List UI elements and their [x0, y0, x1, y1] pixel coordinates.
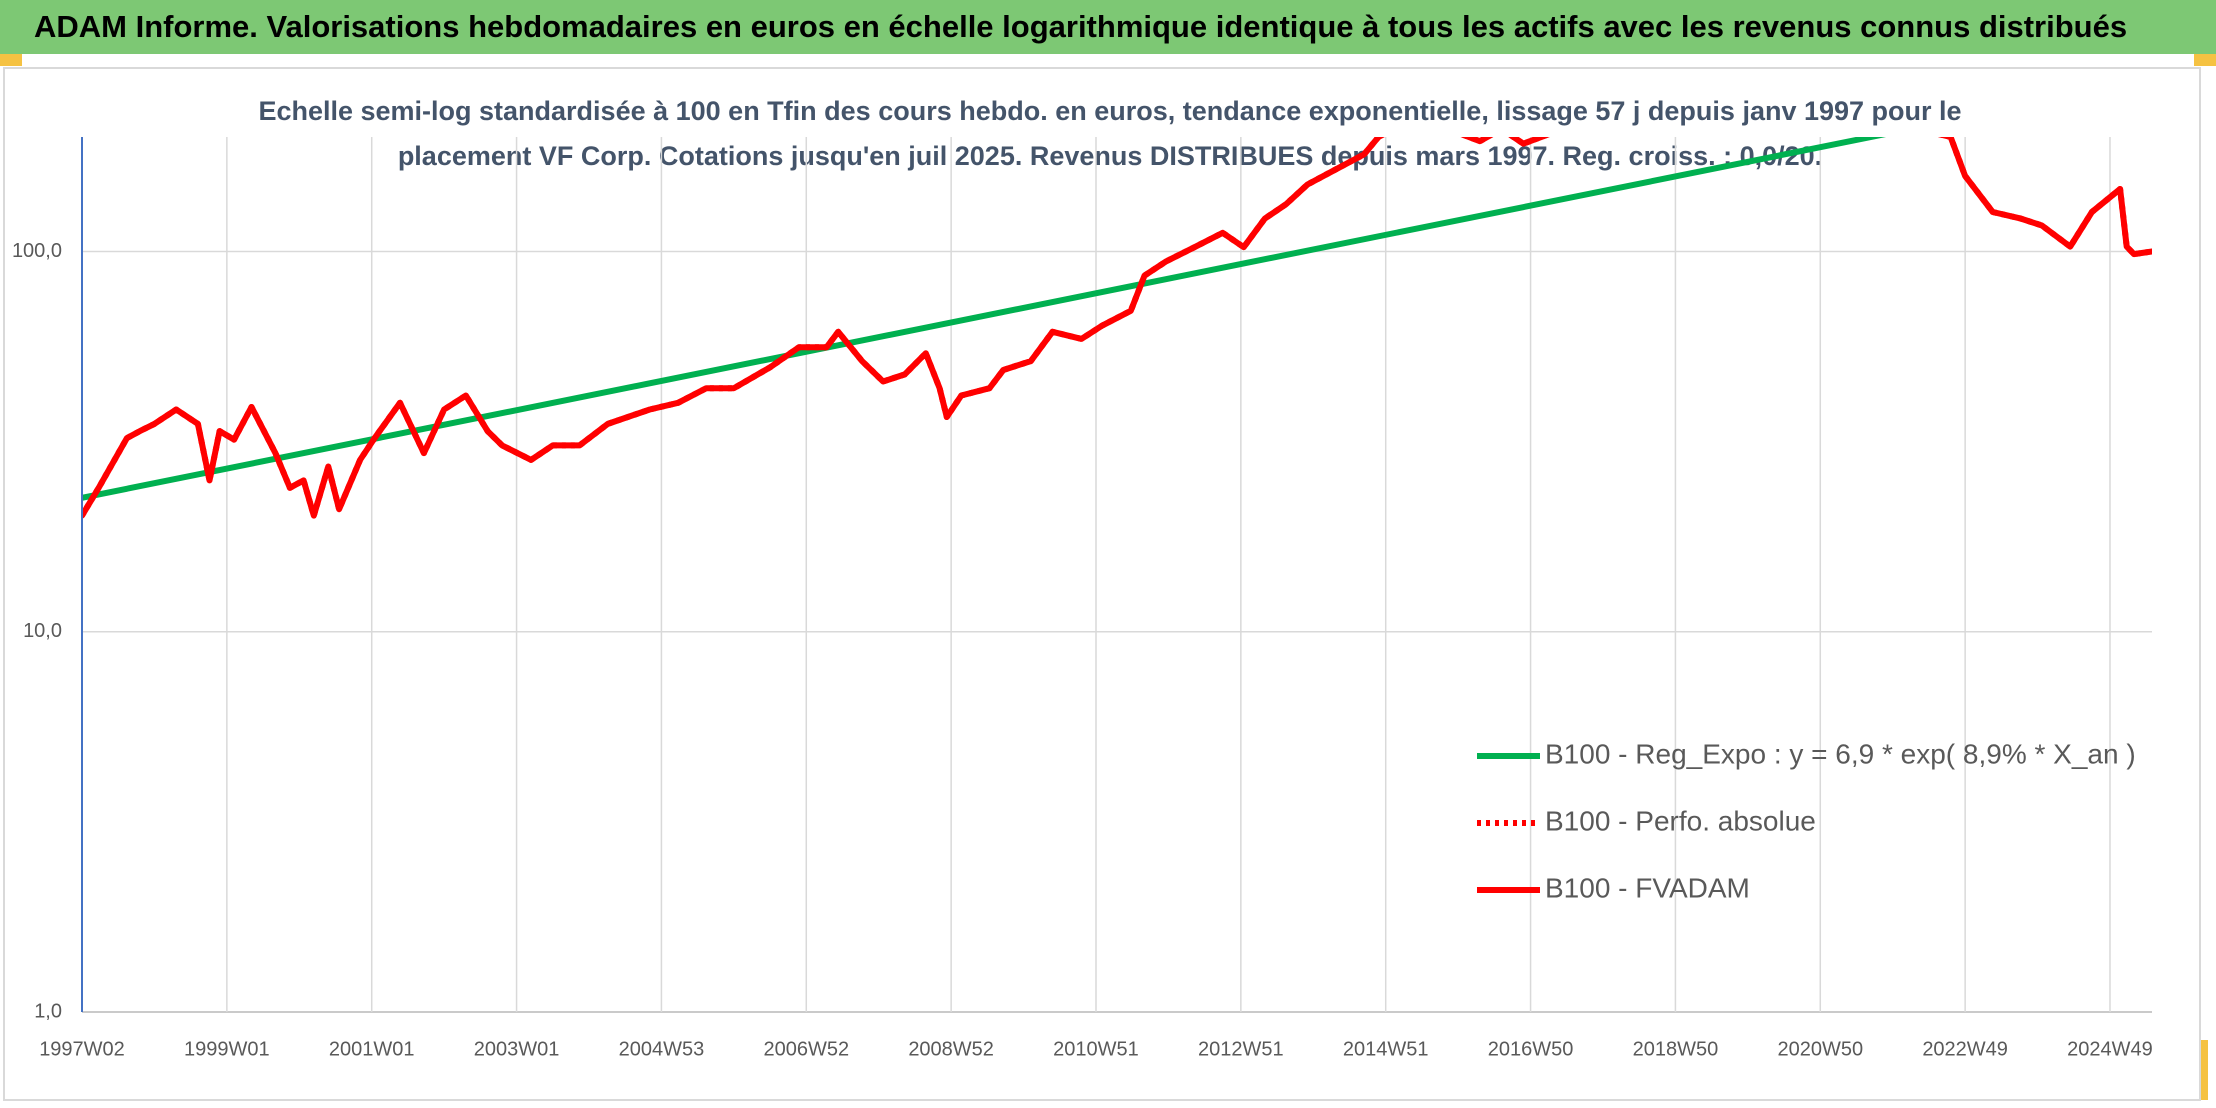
chart-subtitle: placement VF Corp. Cotations jusqu'en ju…	[398, 141, 1822, 171]
x-tick-label: 2020W50	[1777, 1038, 1863, 1060]
corner-mark	[2200, 1040, 2208, 1100]
series-line	[82, 137, 2152, 519]
legend-label: B100 - Perfo. absolue	[1545, 805, 1816, 836]
legend-label: B100 - FVADAM	[1545, 872, 1750, 903]
corner-mark	[2194, 54, 2216, 66]
x-tick-label: 2010W51	[1053, 1038, 1139, 1060]
x-tick-label: 2003W01	[474, 1038, 560, 1060]
x-tick-label: 2001W01	[329, 1038, 415, 1060]
legend-label: B100 - Reg_Expo : y = 6,9 * exp( 8,9% * …	[1545, 738, 2136, 769]
x-tick-label: 2016W50	[1488, 1038, 1574, 1060]
x-tick-label: 2006W52	[763, 1038, 849, 1060]
plot-area	[82, 137, 2152, 519]
title-bar	[0, 0, 2216, 54]
x-tick-label: 2022W49	[1922, 1038, 2008, 1060]
y-tick-label: 10,0	[23, 620, 62, 642]
x-tick-label: 2012W51	[1198, 1038, 1284, 1060]
chart-frame	[3, 67, 2201, 1101]
axis-labels: 1,0 10,0 100,0 1997W02 1999W01 2001W01 2003W01…	[12, 240, 2153, 1061]
x-tick-label: 1999W01	[184, 1038, 270, 1060]
x-tick-label: 2004W53	[619, 1038, 705, 1060]
x-tick-label: 2024W49	[2067, 1038, 2153, 1060]
y-tick-label: 100,0	[12, 240, 62, 262]
corner-mark	[0, 54, 22, 66]
x-tick-label: 2018W50	[1633, 1038, 1719, 1060]
x-tick-label: 2014W51	[1343, 1038, 1429, 1060]
grid	[81, 137, 2152, 1013]
x-tick-label: 1997W02	[39, 1038, 125, 1060]
legend: B100 - Reg_Expo : y = 6,9 * exp( 8,9% * …	[1477, 738, 2136, 903]
y-tick-label: 1,0	[34, 1000, 62, 1022]
chart-title: ADAM Informe. Valorisations hebdomadaire…	[34, 9, 2127, 44]
chart-subtitle: Echelle semi-log standardisée à 100 en T…	[258, 96, 1961, 126]
series-line	[82, 137, 1887, 501]
x-tick-label: 2008W52	[908, 1038, 994, 1060]
